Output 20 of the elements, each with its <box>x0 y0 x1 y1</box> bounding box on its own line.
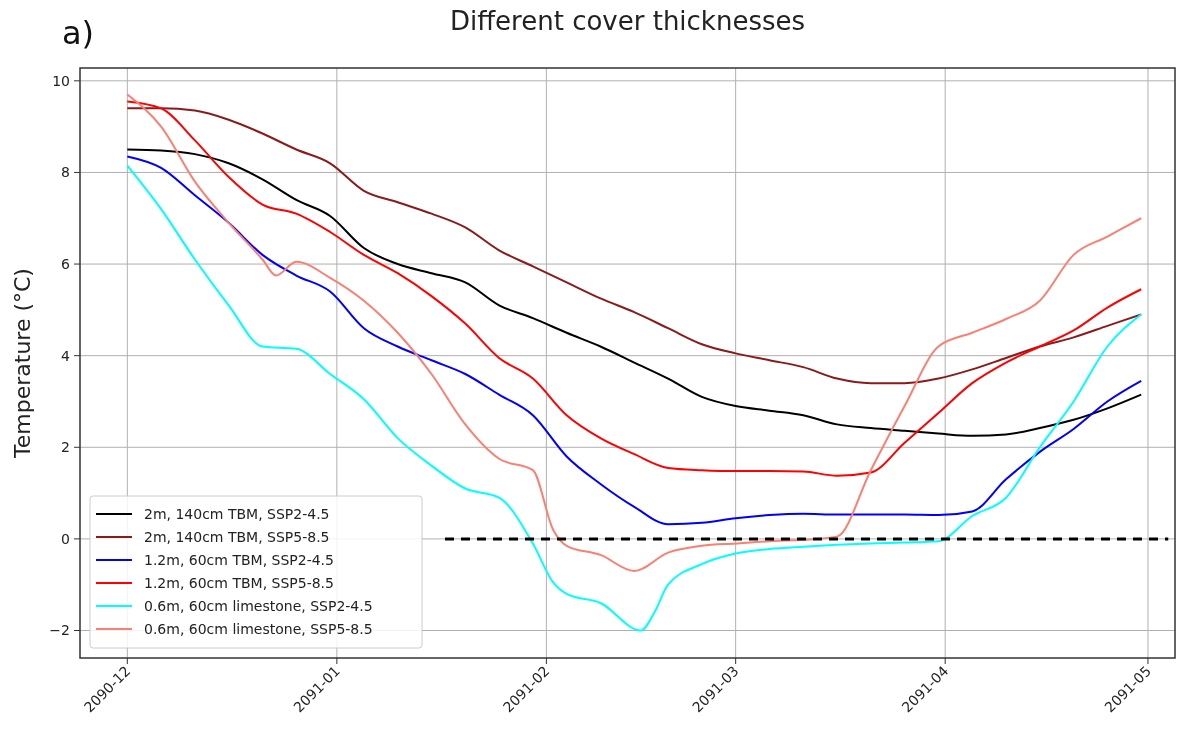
chart-title: Different cover thicknesses <box>449 6 806 36</box>
y-tick-label: 0 <box>61 530 70 547</box>
y-tick-label: 2 <box>61 439 70 456</box>
line-series <box>126 93 1143 572</box>
y-tick-label: 8 <box>61 164 70 181</box>
legend-label: 2m, 140cm TBM, SSP2-4.5 <box>144 505 330 522</box>
y-tick-label: 6 <box>61 255 71 272</box>
line-series <box>126 155 1143 526</box>
line-series <box>126 148 1143 437</box>
legend-label: 1.2m, 60cm TBM, SSP5-8.5 <box>144 574 334 591</box>
legend-label: 2m, 140cm TBM, SSP5-8.5 <box>144 528 330 545</box>
legend-label: 1.2m, 60cm TBM, SSP2-4.5 <box>144 551 334 568</box>
legend-label: 0.6m, 60cm limestone, SSP2-4.5 <box>144 597 373 614</box>
legend-label: 0.6m, 60cm limestone, SSP5-8.5 <box>144 620 373 637</box>
y-axis-title: Temperature (°C) <box>10 268 35 459</box>
y-tick-label: 4 <box>61 347 71 364</box>
text: a) <box>62 14 95 52</box>
y-tick-label: −2 <box>49 622 70 639</box>
y-tick-label: 10 <box>52 72 70 89</box>
line-series <box>126 100 1143 477</box>
